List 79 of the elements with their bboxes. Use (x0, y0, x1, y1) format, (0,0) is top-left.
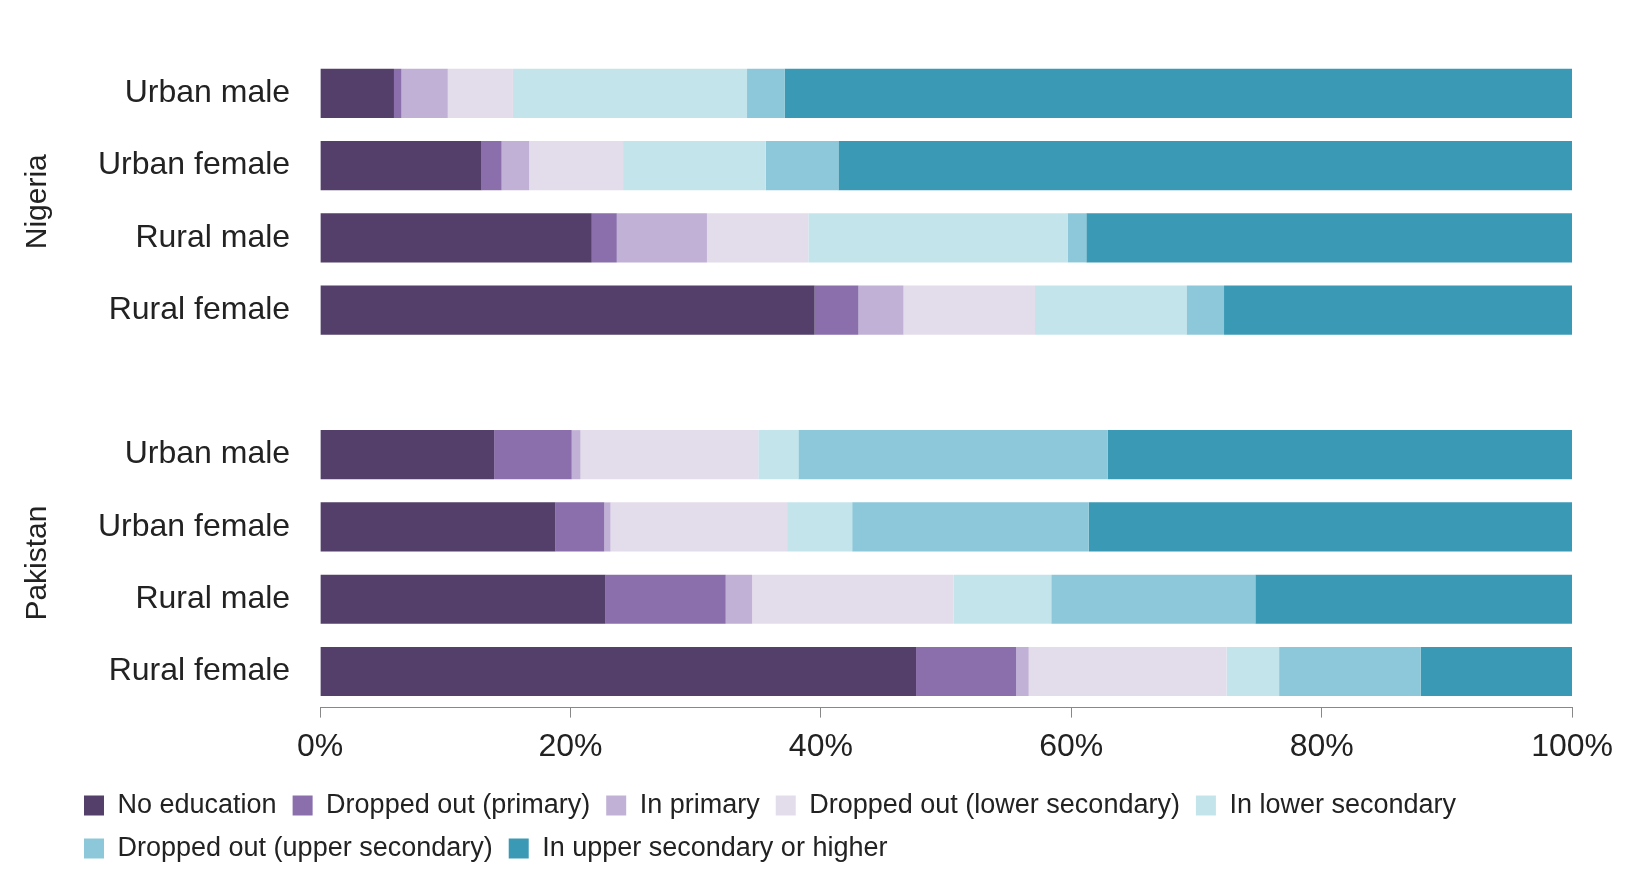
bar (320, 502, 556, 552)
x-tick-label: 80% (1289, 726, 1354, 763)
bar (784, 68, 1573, 118)
bar (725, 574, 753, 624)
y-tick-label: Rural female (108, 289, 291, 326)
bar (706, 213, 809, 263)
bar (393, 68, 402, 118)
bar (1067, 213, 1087, 263)
bar (916, 646, 1017, 697)
x-tick-label: 20% (538, 726, 603, 763)
legend-label: No education (117, 788, 277, 819)
y-tick-label: Rural female (108, 651, 291, 688)
bar (320, 141, 482, 191)
bar (555, 502, 605, 552)
bar (481, 141, 502, 191)
bar (401, 68, 448, 118)
y-tick-label: Urban male (124, 434, 291, 471)
bar (320, 213, 592, 263)
x-tick-label: 0% (296, 726, 344, 763)
legend-label: Dropped out (lower secondary) (809, 788, 1180, 819)
bar (1186, 285, 1225, 335)
y-tick-label: Urban female (98, 506, 291, 543)
legend-label: Dropped out (primary) (326, 788, 591, 819)
legend-label: In lower secondary (1229, 788, 1457, 819)
x-tick-label: 60% (1039, 726, 1104, 763)
bar (1028, 646, 1227, 697)
bar (1088, 502, 1573, 552)
bar (320, 68, 394, 118)
bar (447, 68, 513, 118)
bar (1279, 646, 1421, 697)
y-tick-label: Urban male (124, 73, 291, 110)
bar (580, 430, 759, 480)
bar (903, 285, 1035, 335)
bar (623, 141, 766, 191)
bar (616, 213, 707, 263)
text: Nigeria (19, 153, 53, 250)
x-tick-label: 100% (1531, 726, 1613, 763)
x-tick-label: 40% (788, 726, 853, 763)
bar (1255, 574, 1573, 624)
bar (320, 574, 606, 624)
bar (610, 502, 788, 552)
bar (747, 68, 785, 118)
bar (814, 285, 859, 335)
bar (758, 430, 799, 480)
bar (1034, 285, 1187, 335)
bar (1051, 574, 1256, 624)
bar (512, 68, 748, 118)
bar (852, 502, 1089, 552)
bar (953, 574, 1052, 624)
bar (1224, 285, 1573, 335)
legend-label: Dropped out (upper secondary) (117, 831, 493, 862)
legend-label: In primary (639, 788, 761, 819)
text: Pakistan (19, 505, 53, 621)
bar (752, 574, 954, 624)
bar (320, 285, 815, 335)
bar (494, 430, 572, 480)
bar (571, 430, 581, 480)
bar (1086, 213, 1573, 263)
bar (591, 213, 617, 263)
y-tick-label: Urban female (98, 145, 291, 182)
bar (1107, 430, 1573, 480)
bar (765, 141, 839, 191)
bar (808, 213, 1068, 263)
legend-label: In upper secondary or higher (542, 831, 888, 862)
bar (320, 646, 917, 697)
bar (838, 141, 1573, 191)
y-tick-label: Rural male (135, 579, 291, 616)
bar (858, 285, 904, 335)
bar (787, 502, 853, 552)
bar (1420, 646, 1573, 697)
bar (501, 141, 530, 191)
bar (605, 574, 726, 624)
bar (320, 430, 495, 480)
y-tick-label: Rural male (135, 217, 291, 254)
bar (1226, 646, 1280, 697)
bar (529, 141, 624, 191)
bar (1016, 646, 1029, 697)
bar (604, 502, 611, 552)
bar (798, 430, 1108, 480)
